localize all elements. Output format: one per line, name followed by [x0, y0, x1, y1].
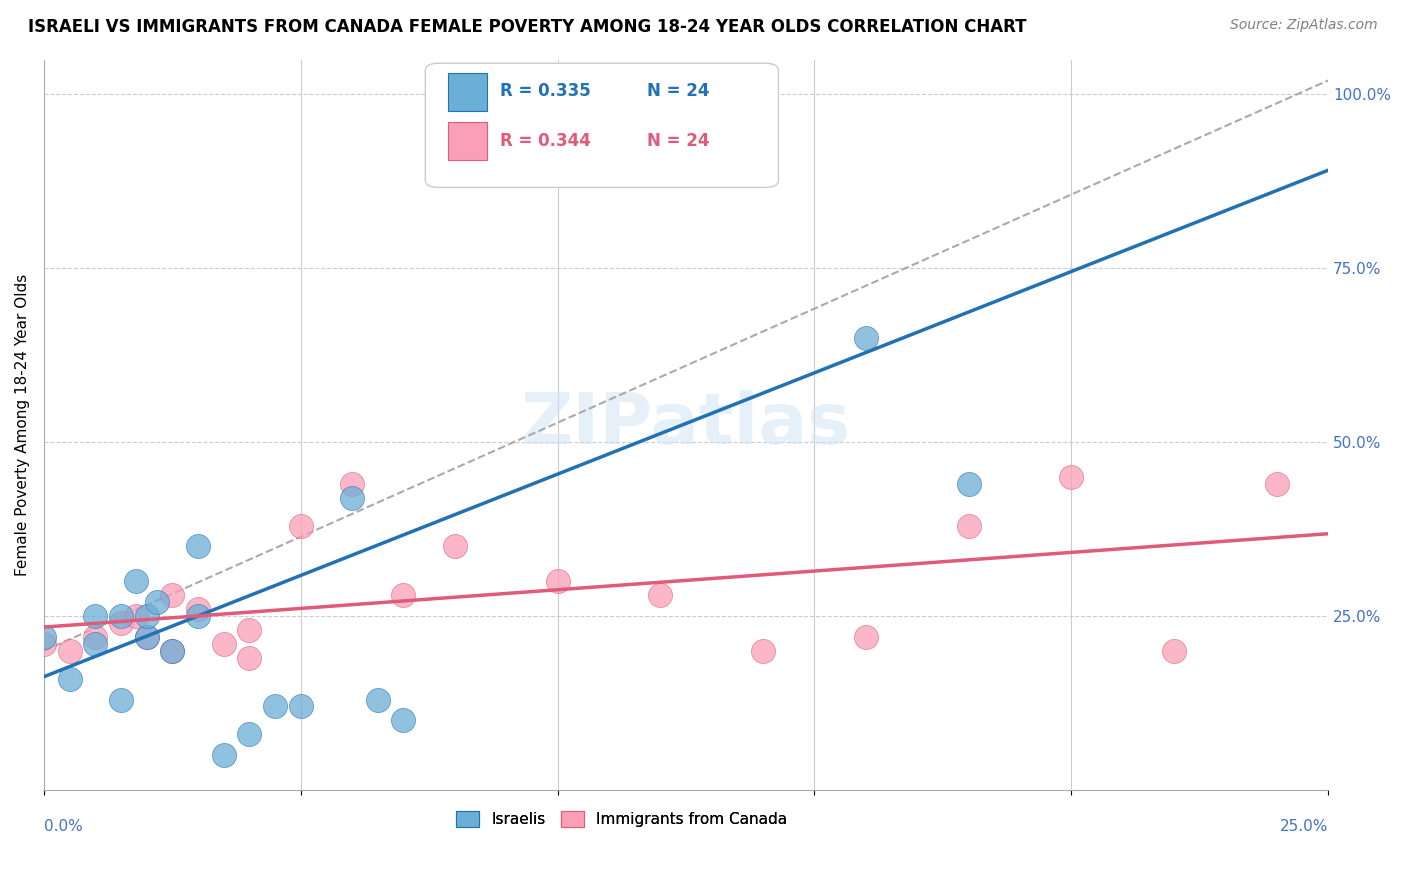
Point: [855, 331, 877, 345]
Point: [957, 518, 980, 533]
Point: [162, 644, 184, 658]
Point: [58, 672, 80, 686]
Y-axis label: Female Poverty Among 18-24 Year Olds: Female Poverty Among 18-24 Year Olds: [15, 274, 30, 576]
Text: Source: ZipAtlas.com: Source: ZipAtlas.com: [1230, 18, 1378, 32]
Point: [125, 609, 148, 624]
Point: [187, 540, 209, 554]
Point: [238, 650, 260, 665]
Point: [264, 699, 287, 714]
Point: [444, 540, 467, 554]
Text: ISRAELI VS IMMIGRANTS FROM CANADA FEMALE POVERTY AMONG 18-24 YEAR OLDS CORRELATI: ISRAELI VS IMMIGRANTS FROM CANADA FEMALE…: [28, 18, 1026, 36]
Text: R = 0.344: R = 0.344: [499, 132, 591, 150]
Point: [135, 630, 157, 644]
Point: [146, 595, 169, 609]
Point: [1163, 644, 1185, 658]
Point: [125, 574, 148, 589]
Point: [110, 615, 132, 630]
Point: [32, 637, 55, 651]
Point: [392, 588, 415, 602]
Point: [162, 644, 184, 658]
Point: [547, 574, 569, 589]
Point: [957, 476, 980, 491]
Point: [212, 637, 235, 651]
Text: N = 24: N = 24: [648, 82, 710, 100]
Point: [238, 623, 260, 637]
Point: [187, 602, 209, 616]
Point: [110, 609, 132, 624]
FancyBboxPatch shape: [425, 63, 779, 187]
Point: [32, 630, 55, 644]
Point: [855, 630, 877, 644]
Point: [212, 748, 235, 763]
Point: [340, 491, 363, 505]
Point: [290, 518, 312, 533]
Text: R = 0.335: R = 0.335: [499, 82, 591, 100]
Point: [470, 108, 492, 122]
Point: [84, 609, 107, 624]
Point: [290, 699, 312, 714]
Point: [84, 630, 107, 644]
Point: [135, 630, 157, 644]
Point: [110, 692, 132, 706]
Text: N = 24: N = 24: [648, 132, 710, 150]
Point: [135, 609, 157, 624]
FancyBboxPatch shape: [449, 121, 486, 160]
Point: [1265, 476, 1288, 491]
Text: ZIPatlas: ZIPatlas: [522, 391, 851, 459]
Point: [495, 108, 517, 122]
Point: [367, 692, 389, 706]
Point: [340, 476, 363, 491]
Point: [187, 609, 209, 624]
Point: [650, 588, 672, 602]
Point: [752, 644, 775, 658]
Text: 0.0%: 0.0%: [44, 819, 83, 834]
Point: [84, 637, 107, 651]
Point: [58, 644, 80, 658]
Point: [162, 588, 184, 602]
Point: [1060, 470, 1083, 484]
Point: [238, 727, 260, 741]
Point: [392, 714, 415, 728]
FancyBboxPatch shape: [449, 73, 486, 111]
Legend: Israelis, Immigrants from Canada: Israelis, Immigrants from Canada: [450, 805, 793, 833]
Text: 25.0%: 25.0%: [1279, 819, 1329, 834]
